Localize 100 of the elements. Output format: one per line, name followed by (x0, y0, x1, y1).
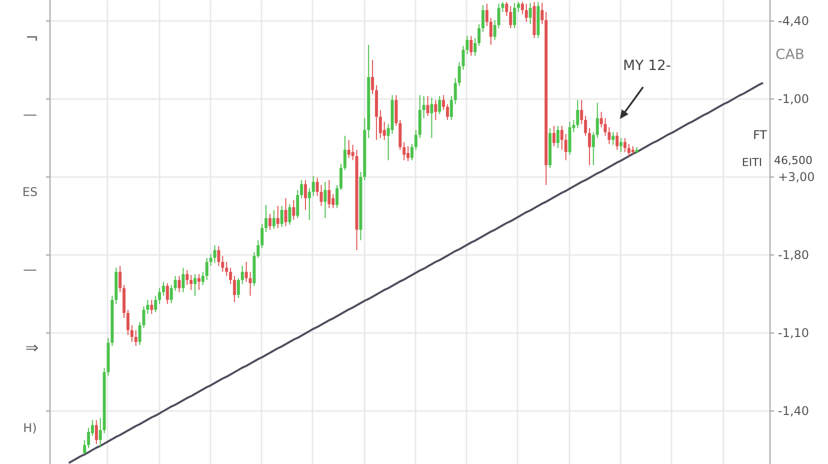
candlestick (378, 110, 382, 139)
candlestick (513, 2, 516, 29)
candlestick (300, 180, 304, 199)
candlestick (280, 205, 284, 228)
candlestick (256, 240, 260, 258)
candlestick (446, 104, 449, 120)
annotation: MY 12- (623, 58, 671, 74)
candlestick (394, 94, 398, 126)
candlestick (528, 2, 532, 25)
candlestick (493, 20, 496, 40)
candlestick (398, 119, 402, 150)
candlestick (430, 97, 434, 139)
annotation: FT (752, 128, 768, 142)
candlestick (478, 24, 481, 46)
candlestick (87, 427, 90, 449)
candlestick (343, 135, 346, 171)
candlestick (620, 138, 623, 153)
candlestick (410, 143, 414, 161)
candlestick (497, 3, 500, 29)
candlestick (524, 3, 528, 22)
candlestick (232, 275, 236, 303)
candlestick (406, 146, 410, 162)
candlestick (170, 284, 173, 304)
candlestick (134, 330, 138, 346)
candlestick (560, 125, 564, 150)
candlestick (178, 275, 181, 293)
candlestick (336, 184, 339, 209)
text: ¬ (25, 28, 39, 47)
candlestick (94, 420, 98, 445)
candlestick (339, 163, 342, 191)
candlestick (118, 265, 122, 293)
candlestick (371, 59, 374, 95)
text: — (23, 262, 37, 278)
candlestick (470, 35, 473, 56)
candlestick (454, 77, 457, 105)
candlestick (264, 204, 268, 233)
candlestick (130, 324, 134, 342)
candlestick (174, 275, 177, 292)
candlestick (284, 198, 288, 227)
candlestick (556, 125, 560, 148)
candlestick (414, 129, 418, 150)
text: -1,10 (778, 326, 810, 340)
candlestick (240, 265, 244, 285)
candlestick (292, 199, 296, 220)
candlestick (316, 177, 319, 196)
text: — (23, 107, 37, 123)
candlestick (328, 180, 331, 209)
candlestick (616, 132, 619, 150)
candlestick (600, 111, 603, 128)
text: -1,00 (778, 92, 810, 106)
candlestick (485, 3, 488, 26)
text: ES (22, 185, 38, 199)
candlestick (434, 100, 438, 120)
candlestick (186, 270, 189, 286)
candlestick (312, 176, 315, 196)
candlestick (213, 244, 216, 264)
text: +3,00 (778, 170, 815, 184)
candlestick (138, 322, 142, 346)
text: H) (23, 421, 37, 435)
text: 46,500 (774, 154, 812, 167)
candlestick (158, 288, 162, 304)
candlestick (248, 271, 252, 296)
candlestick (98, 417, 102, 448)
candlestick (308, 188, 311, 220)
candlestick (474, 38, 477, 56)
candlestick (182, 267, 185, 293)
candlestick (260, 223, 264, 248)
candlestick (627, 143, 630, 157)
candlestick (426, 96, 430, 116)
candlestick (320, 184, 323, 206)
candlestick (236, 278, 240, 299)
candlestick (592, 132, 595, 166)
candlestick (584, 115, 588, 136)
candlestick (304, 180, 307, 210)
candlestick (162, 281, 165, 296)
candlestick (190, 274, 193, 290)
candlestick (588, 128, 591, 166)
candlestick (244, 261, 248, 282)
text: -4,40 (778, 14, 810, 28)
candlestick (552, 125, 556, 147)
candlestick (205, 257, 208, 280)
annotation: EITI (742, 156, 762, 169)
candlestick (623, 138, 626, 153)
candlestick (194, 274, 197, 296)
text: -1,80 (778, 248, 810, 262)
candlestick (351, 144, 354, 161)
candlestick (422, 96, 426, 119)
candlestick (516, 1, 520, 12)
text: CAB (776, 47, 804, 63)
candlestick (197, 274, 200, 290)
candlestick (217, 246, 220, 266)
candlestick (150, 299, 154, 314)
candlestick (540, 2, 544, 25)
candlestick (126, 309, 130, 336)
candlestick (402, 142, 406, 161)
candlestick (154, 295, 158, 313)
candlestick (324, 181, 327, 219)
candlestick (450, 96, 453, 120)
candlestick (505, 1, 508, 16)
candlestick (382, 121, 386, 140)
